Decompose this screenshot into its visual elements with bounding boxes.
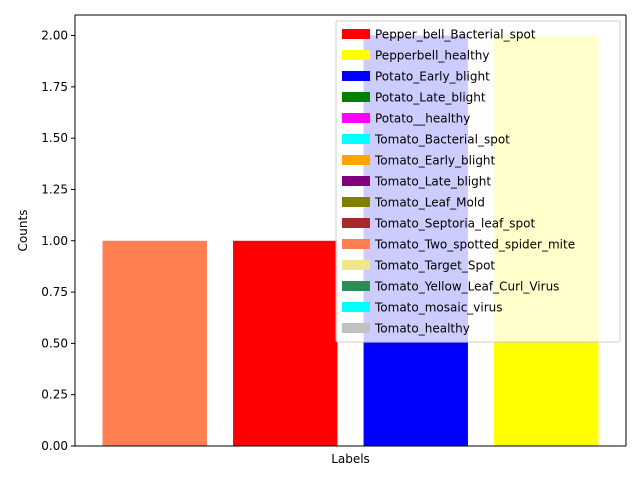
legend-label: Tomato_Late_blight xyxy=(374,175,491,189)
legend-label: Tomato_Target_Spot xyxy=(374,259,495,273)
legend-swatch-Potato_Early_blight xyxy=(342,71,370,81)
legend-swatch-Potato_Late_blight xyxy=(342,92,370,102)
legend: Pepper_bell_Bacterial_spot Pepperbell_hea… xyxy=(335,20,621,343)
x-axis-label: Labels xyxy=(331,452,370,466)
y-tick-label: 1.50 xyxy=(41,131,68,145)
legend-label: Potato_Early_blight xyxy=(375,70,490,84)
legend-swatch-Tomato_healthy xyxy=(342,323,370,333)
y-tick-label: 1.00 xyxy=(41,234,68,248)
legend-label: Tomato_healthy xyxy=(374,322,470,336)
legend-label: Tomato_Septoria_leaf_spot xyxy=(374,217,536,231)
legend-swatch-Tomato_Early_blight xyxy=(342,155,370,165)
y-tick-label: 0.25 xyxy=(41,388,68,402)
legend-label: Tomato_Early_blight xyxy=(374,154,496,168)
legend-label: Tomato_Two_spotted_spider_mite xyxy=(374,238,575,252)
legend-label: Potato_Late_blight xyxy=(375,91,486,105)
legend-swatch-Tomato_Leaf_Mold xyxy=(342,197,370,207)
y-axis-label: Counts xyxy=(16,210,30,252)
legend-swatch-Tomato_Septoria_leaf_spot xyxy=(342,218,370,228)
legend-label: Potato__healthy xyxy=(375,112,470,126)
legend-swatch-Tomato_Bacterial_spot xyxy=(342,134,370,144)
legend-swatch-Tomato_Two_spotted_spider_mite xyxy=(342,239,370,249)
y-tick-label: 1.25 xyxy=(41,182,68,196)
legend-label: Tomato_Leaf_Mold xyxy=(374,196,485,210)
y-tick-label: 0.75 xyxy=(41,285,68,299)
legend-swatch-Potato__healthy xyxy=(342,113,370,123)
legend-box xyxy=(335,20,621,343)
legend-label: Pepperbell_healthy xyxy=(375,49,490,63)
y-tick-label: 1.75 xyxy=(41,80,68,94)
y-tick-label: 0.00 xyxy=(41,439,68,453)
bar-Tomato_Two_spotted_spider_mite xyxy=(102,240,207,446)
y-tick-label: 0.50 xyxy=(41,336,68,350)
y-axis: 0.00 0.25 0.50 0.75 1.00 1.25 1.50 1.75 2.00 xyxy=(41,29,75,453)
legend-swatch-Tomato_Late_blight xyxy=(342,176,370,186)
legend-label: Tomato_Yellow_Leaf_Curl_Virus xyxy=(374,280,559,294)
legend-label: Tomato_mosaic_virus xyxy=(374,301,503,315)
bar-Pepper_bell_Bacterial_spot xyxy=(233,240,338,446)
legend-swatch-Tomato_mosaic_virus xyxy=(342,302,370,312)
legend-swatch-Tomato_Yellow_Leaf_Curl_Virus xyxy=(342,281,370,291)
legend-label: Tomato_Bacterial_spot xyxy=(374,133,510,147)
legend-swatch-Tomato_Target_Spot xyxy=(342,260,370,270)
y-tick-label: 2.00 xyxy=(41,29,68,43)
legend-label: Pepper_bell_Bacterial_spot xyxy=(375,28,536,42)
legend-swatch-Pepper_bell_Bacterial_spot xyxy=(342,29,370,39)
legend-swatch-Pepperbell_healthy xyxy=(342,50,370,60)
